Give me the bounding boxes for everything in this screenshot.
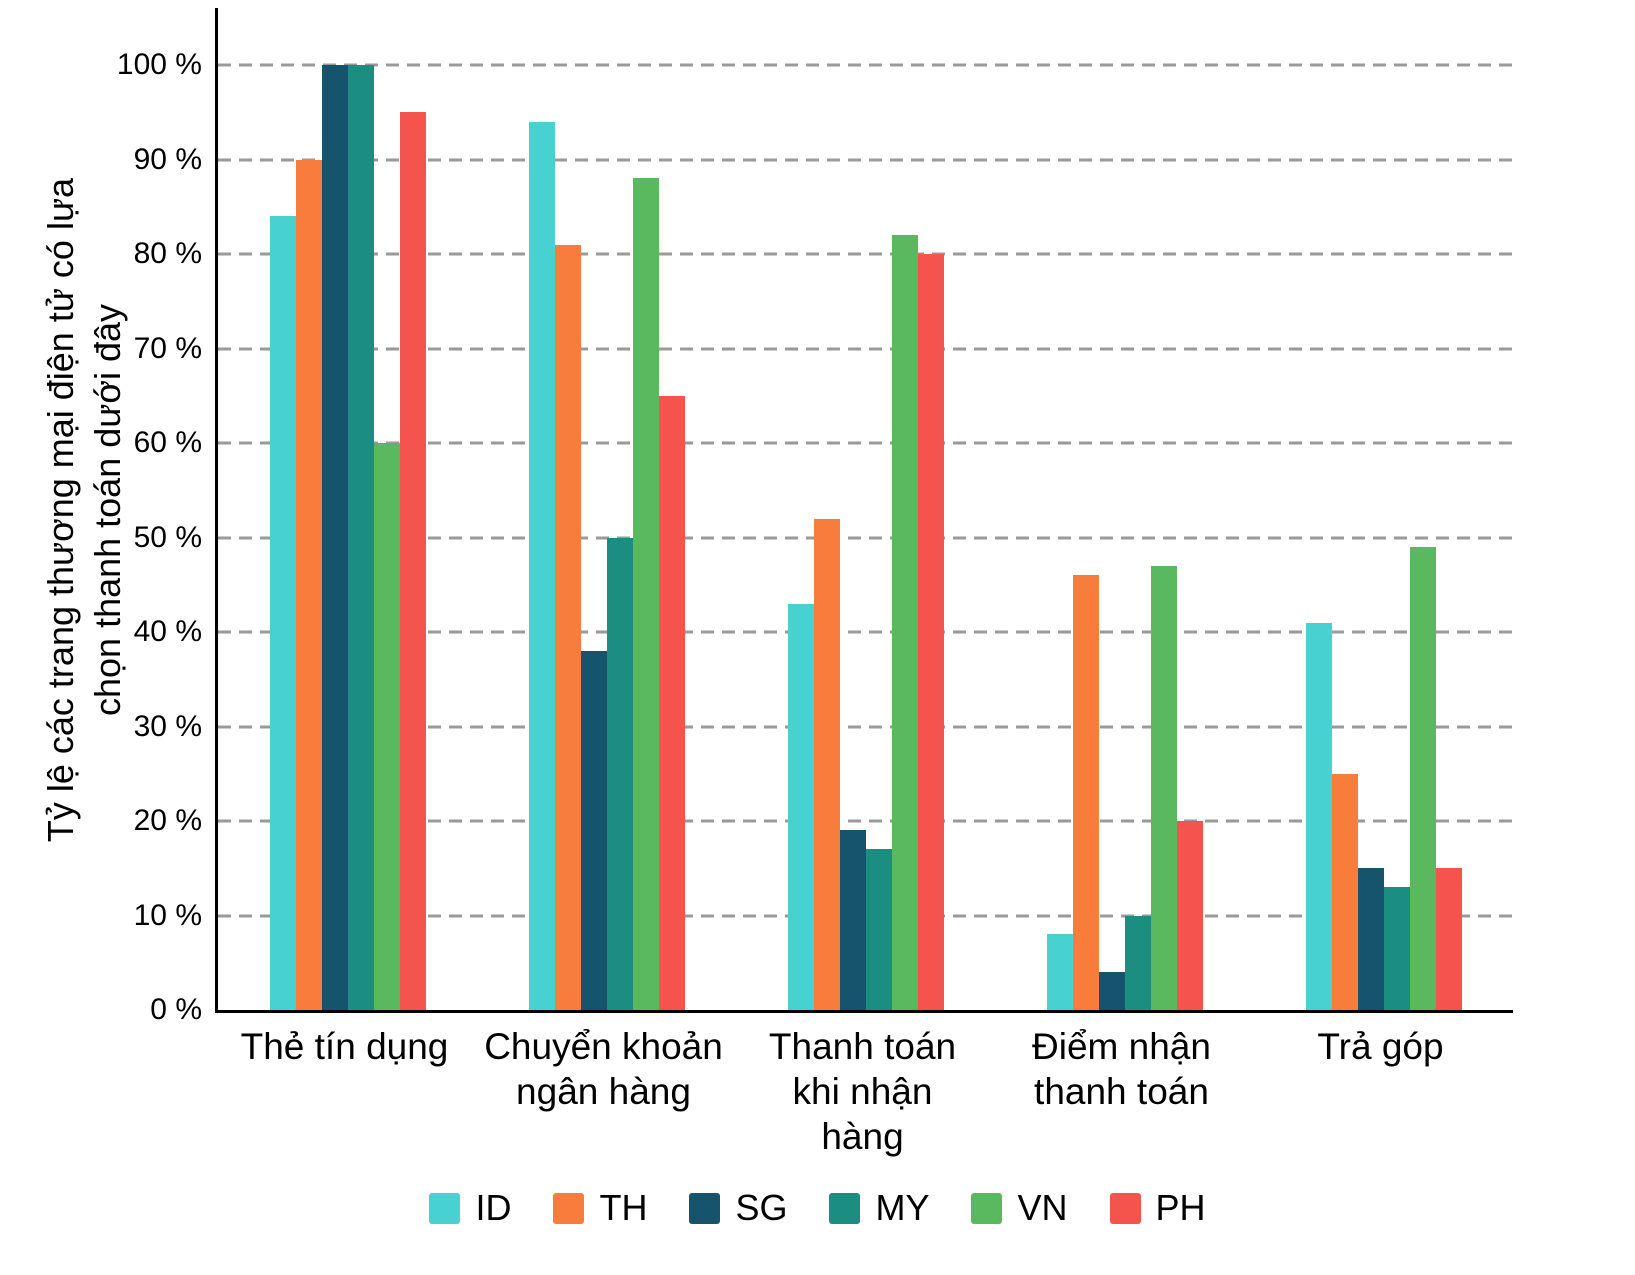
y-tick-label-40: 40 % [133,615,202,648]
legend-swatch-sg [689,1192,721,1224]
gridline-60 [218,441,1513,445]
legend-item-id: ID [429,1190,511,1226]
gridline-100 [218,63,1513,67]
bar-sg-category-1 [321,65,348,1010]
bar-ph-category-4 [1176,821,1203,1010]
legend-item-ph: PH [1109,1187,1206,1228]
y-tick-label-30: 30 % [133,709,202,743]
bar-th-category-2 [554,244,581,1010]
legend-label-sg: SG [735,1187,788,1228]
legend-label-ph: PH [1155,1187,1206,1228]
legend-item-my: MY [829,1190,929,1226]
bar-groups [218,8,1513,1010]
legend-label-th: TH [599,1187,648,1228]
gridline-40 [218,630,1513,634]
legend-label-id: ID [475,1187,512,1228]
plot-area: 0 % 10 % 20 % 30 % 40 % 50 % 60 % 70 % 80 % 90 % 1… [117,8,1513,1025]
gridline-70 [218,347,1513,350]
bar-vn-category-1 [373,443,400,1010]
y-tick-label-70: 70 % [133,331,202,365]
bar-my-category-2 [606,537,633,1010]
bar-id-category-1 [269,216,296,1010]
y-tick-label-0: 0 % [150,993,202,1026]
legend-label-vn: VN [1017,1187,1068,1228]
bar-ph-category-1 [399,112,426,1010]
y-tick-label-90: 90 % [133,142,202,176]
gridline-20 [218,819,1513,823]
bar-vn-category-5 [1409,546,1436,1010]
legend-item-sg: SG [689,1190,787,1226]
bar-sg-category-4 [1098,972,1125,1010]
x-tick-label-5: Trả góp [1317,1026,1444,1067]
x-tick-label-4: Điểm nhận thanh toán [1032,1026,1211,1113]
gridline-80 [218,252,1513,256]
gridline-30 [218,725,1513,728]
x-axis-labels: Thẻ tín dụng Chuyển khoản ngân hàng Thanh … [215,1024,1510,1159]
bar-sg-category-3 [839,830,866,1010]
legend-item-vn: VN [971,1187,1068,1228]
legend-item-th: TH [553,1190,647,1226]
x-tick-label-2: Chuyển khoản ngân hàng [484,1026,723,1113]
y-axis-title: Tỷ lệ các trang thương mại điện tử có lự… [40,177,128,843]
bar-ph-category-5 [1435,868,1462,1010]
legend-swatch-my [829,1192,861,1224]
bar-id-category-5 [1305,622,1332,1010]
y-tick-label-10: 10 % [133,898,202,932]
bar-id-category-3 [787,603,814,1010]
y-tick-label-60: 60 % [133,426,202,459]
legend-swatch-ph [1109,1192,1141,1224]
bar-my-category-5 [1383,887,1410,1010]
bar-group-1 [269,65,426,1010]
bar-sg-category-2 [580,650,607,1010]
bar-vn-category-4 [1150,565,1177,1010]
bar-ph-category-2 [658,395,685,1010]
legend: ID TH SG MY VN PH [0,1190,1635,1226]
bar-group-3 [787,235,944,1010]
gridline-50 [218,536,1513,539]
bar-group-2 [528,121,685,1010]
bar-th-category-4 [1072,575,1099,1010]
legend-swatch-id [429,1192,461,1224]
bar-vn-category-2 [632,178,659,1010]
legend-swatch-th [553,1192,585,1224]
bar-th-category-3 [813,518,840,1010]
bar-th-category-1 [295,159,322,1010]
y-tick-label-100: 100 % [116,48,202,81]
bar-vn-category-3 [891,235,918,1010]
y-tick-label-20: 20 % [133,804,202,837]
bar-my-category-1 [347,65,374,1010]
bar-sg-category-5 [1357,868,1384,1010]
bar-my-category-3 [865,849,892,1010]
bar-id-category-4 [1046,934,1073,1010]
y-tick-label-80: 80 % [133,237,202,270]
bar-th-category-5 [1331,773,1358,1010]
legend-label-my: MY [875,1187,930,1228]
x-tick-label-1: Thẻ tín dụng [240,1026,449,1067]
bar-my-category-4 [1124,915,1151,1010]
bar-group-4 [1046,565,1203,1010]
bar-id-category-2 [528,121,555,1010]
bar-ph-category-3 [917,254,944,1010]
x-tick-label-3: Thanh toán khi nhận hàng [768,1026,957,1158]
gridline-90 [218,158,1513,161]
bar-group-5 [1305,546,1462,1010]
legend-swatch-vn [971,1192,1003,1224]
y-tick-label-50: 50 % [133,520,202,554]
